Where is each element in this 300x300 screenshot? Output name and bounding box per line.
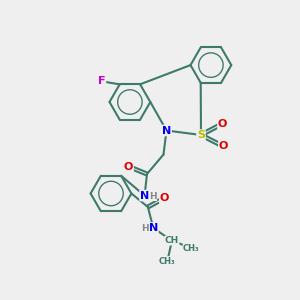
Text: F: F xyxy=(98,76,106,86)
Text: CH₃: CH₃ xyxy=(183,244,200,253)
Text: CH₃: CH₃ xyxy=(159,256,176,266)
Text: N: N xyxy=(149,223,158,233)
Text: S: S xyxy=(197,130,205,140)
Text: O: O xyxy=(160,193,169,203)
Text: CH: CH xyxy=(165,236,179,245)
Text: H: H xyxy=(141,224,149,233)
Text: O: O xyxy=(218,118,227,129)
Text: N: N xyxy=(162,125,171,136)
Text: N: N xyxy=(140,190,149,201)
Text: H: H xyxy=(149,192,157,201)
Text: O: O xyxy=(219,141,228,152)
Text: O: O xyxy=(124,161,133,172)
